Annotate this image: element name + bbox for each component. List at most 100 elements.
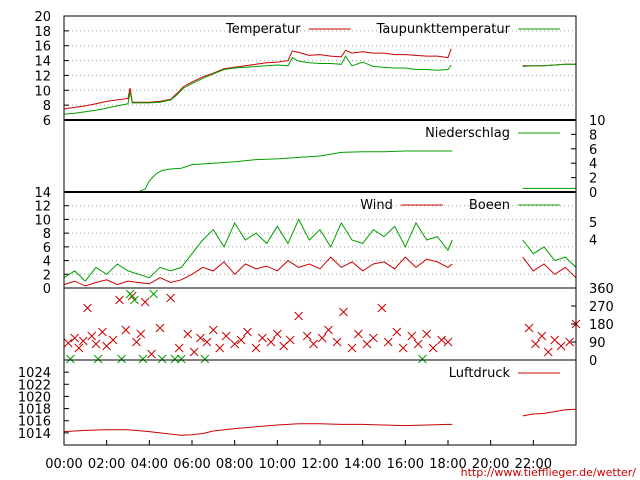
wind_direction-point [347, 343, 357, 353]
wind_direction-y-tick-label: 90 [589, 336, 606, 351]
pressure-y-tick-label: 1020 [18, 390, 51, 405]
x-tick-label: 06:00 [173, 457, 210, 472]
wind_direction-point [83, 303, 92, 313]
wind_direction-point [556, 341, 566, 351]
wind_direction-point [392, 327, 402, 337]
x-tick-label: 14:00 [344, 457, 381, 472]
wind_direction-point [285, 335, 295, 345]
wind_direction-point [309, 339, 318, 349]
pressure-y-tick-label: 1016 [18, 415, 51, 430]
pressure-y-tick-label: 1014 [18, 427, 51, 442]
x-tick-label: 22:00 [515, 457, 552, 472]
temperature-y-tick-label: 20 [34, 10, 51, 25]
pressure-y-tick-label: 1018 [18, 403, 51, 418]
wind_direction-point [565, 337, 574, 347]
temperature-legend-label: Taupunkttemperatur [376, 22, 511, 37]
temperature-y-tick-label: 8 [43, 99, 51, 114]
precipitation-y-tick-label: 0 [589, 186, 597, 201]
temperature-series-line-1 [522, 63, 576, 67]
wind_direction-point [78, 336, 88, 346]
wind_direction-frame [63, 287, 577, 361]
wind_direction-point [243, 327, 252, 337]
wind_direction-point [93, 354, 103, 364]
wind-right-axis-label: 5 [589, 216, 597, 231]
wind_direction-point [317, 333, 327, 343]
wind_direction-point [108, 335, 118, 345]
wind_direction-point [368, 333, 378, 343]
wind_direction-point [155, 323, 165, 333]
wind_direction-point [66, 354, 75, 364]
wind_direction-point [121, 325, 131, 335]
pressure-legend-label: Luftdruck [449, 366, 511, 381]
wind_direction-point [332, 337, 342, 347]
wind-y-tick-label: 4 [43, 255, 51, 270]
wind-y-tick-label: 0 [43, 282, 51, 297]
wind_direction-point [258, 333, 267, 343]
wind_direction-point [215, 343, 225, 353]
wind_direction-point [398, 343, 408, 353]
temperature-y-tick-label: 14 [34, 55, 51, 70]
wind_direction-point [221, 331, 231, 341]
x-tick-label: 16:00 [387, 457, 424, 472]
wind_direction-point [87, 331, 97, 341]
wind-y-tick-label: 6 [43, 241, 51, 256]
temperature-series-line-0 [63, 48, 452, 110]
wind_direction-point [324, 325, 333, 335]
wind_direction-y-tick-label: 180 [589, 318, 614, 333]
wind-y-tick-label: 12 [34, 200, 51, 215]
wind-series-line-0 [522, 256, 577, 279]
x-tick-label: 10:00 [259, 457, 296, 472]
x-tick-label: 08:00 [216, 457, 253, 472]
credit-link: http://www.tiefflieger.de/wetter/ [461, 466, 637, 479]
precipitation-series-line-0 [64, 150, 453, 193]
wind_direction-point [117, 354, 126, 364]
wind_direction-point [130, 295, 139, 305]
wind_direction-point [422, 329, 432, 339]
x-tick-label: 18:00 [429, 457, 466, 472]
pressure-series-line-0 [63, 423, 453, 436]
pressure-y-tick-label: 1024 [18, 366, 51, 381]
x-tick-label: 02:00 [88, 457, 125, 472]
wind_direction-point [189, 347, 199, 357]
x-tick-label: 00:00 [45, 457, 82, 472]
wind_direction-point [407, 331, 417, 341]
wind_direction-point [339, 307, 348, 317]
precipitation-y-tick-label: 2 [589, 172, 597, 187]
wind_direction-point [524, 323, 534, 333]
wind_direction-point [125, 289, 135, 299]
x-tick-label: 20:00 [472, 457, 509, 472]
wind_direction-point [443, 337, 453, 347]
wind_direction-point [132, 337, 141, 347]
wind_direction-point [302, 331, 312, 341]
wind-y-tick-label: 8 [43, 227, 51, 242]
wind-y-tick-label: 2 [43, 268, 51, 283]
wind_direction-point [236, 335, 246, 345]
temperature-series-line-1 [63, 55, 452, 115]
precipitation-y-tick-label: 8 [589, 128, 597, 143]
wind_direction-point [294, 311, 304, 321]
wind_direction-point [136, 329, 146, 339]
temperature-y-tick-label: 12 [34, 69, 51, 84]
wind_direction-point [537, 331, 547, 341]
wind_direction-point [138, 354, 148, 364]
wind_direction-point [251, 343, 261, 353]
precipitation-y-tick-label: 10 [589, 114, 606, 129]
wind_direction-point [176, 354, 186, 364]
wind_direction-point [200, 354, 210, 364]
wind_direction-point [147, 349, 156, 359]
wind-series-line-1 [522, 239, 577, 268]
temperature-y-tick-label: 18 [34, 25, 51, 40]
wind_direction-point [170, 354, 180, 364]
wind_direction-point [115, 295, 124, 305]
wind_direction-point [183, 329, 193, 339]
wind-series-line-1 [63, 218, 453, 282]
wind_direction-point [272, 329, 282, 339]
wind_direction-point [63, 338, 73, 348]
wind_direction-point [174, 343, 184, 353]
temperature-y-tick-label: 6 [43, 114, 51, 129]
wind_direction-y-tick-label: 270 [589, 300, 614, 315]
wind-y-tick-label: 14 [34, 186, 51, 201]
wind_direction-point [383, 337, 393, 347]
wind_direction-point [157, 354, 167, 364]
